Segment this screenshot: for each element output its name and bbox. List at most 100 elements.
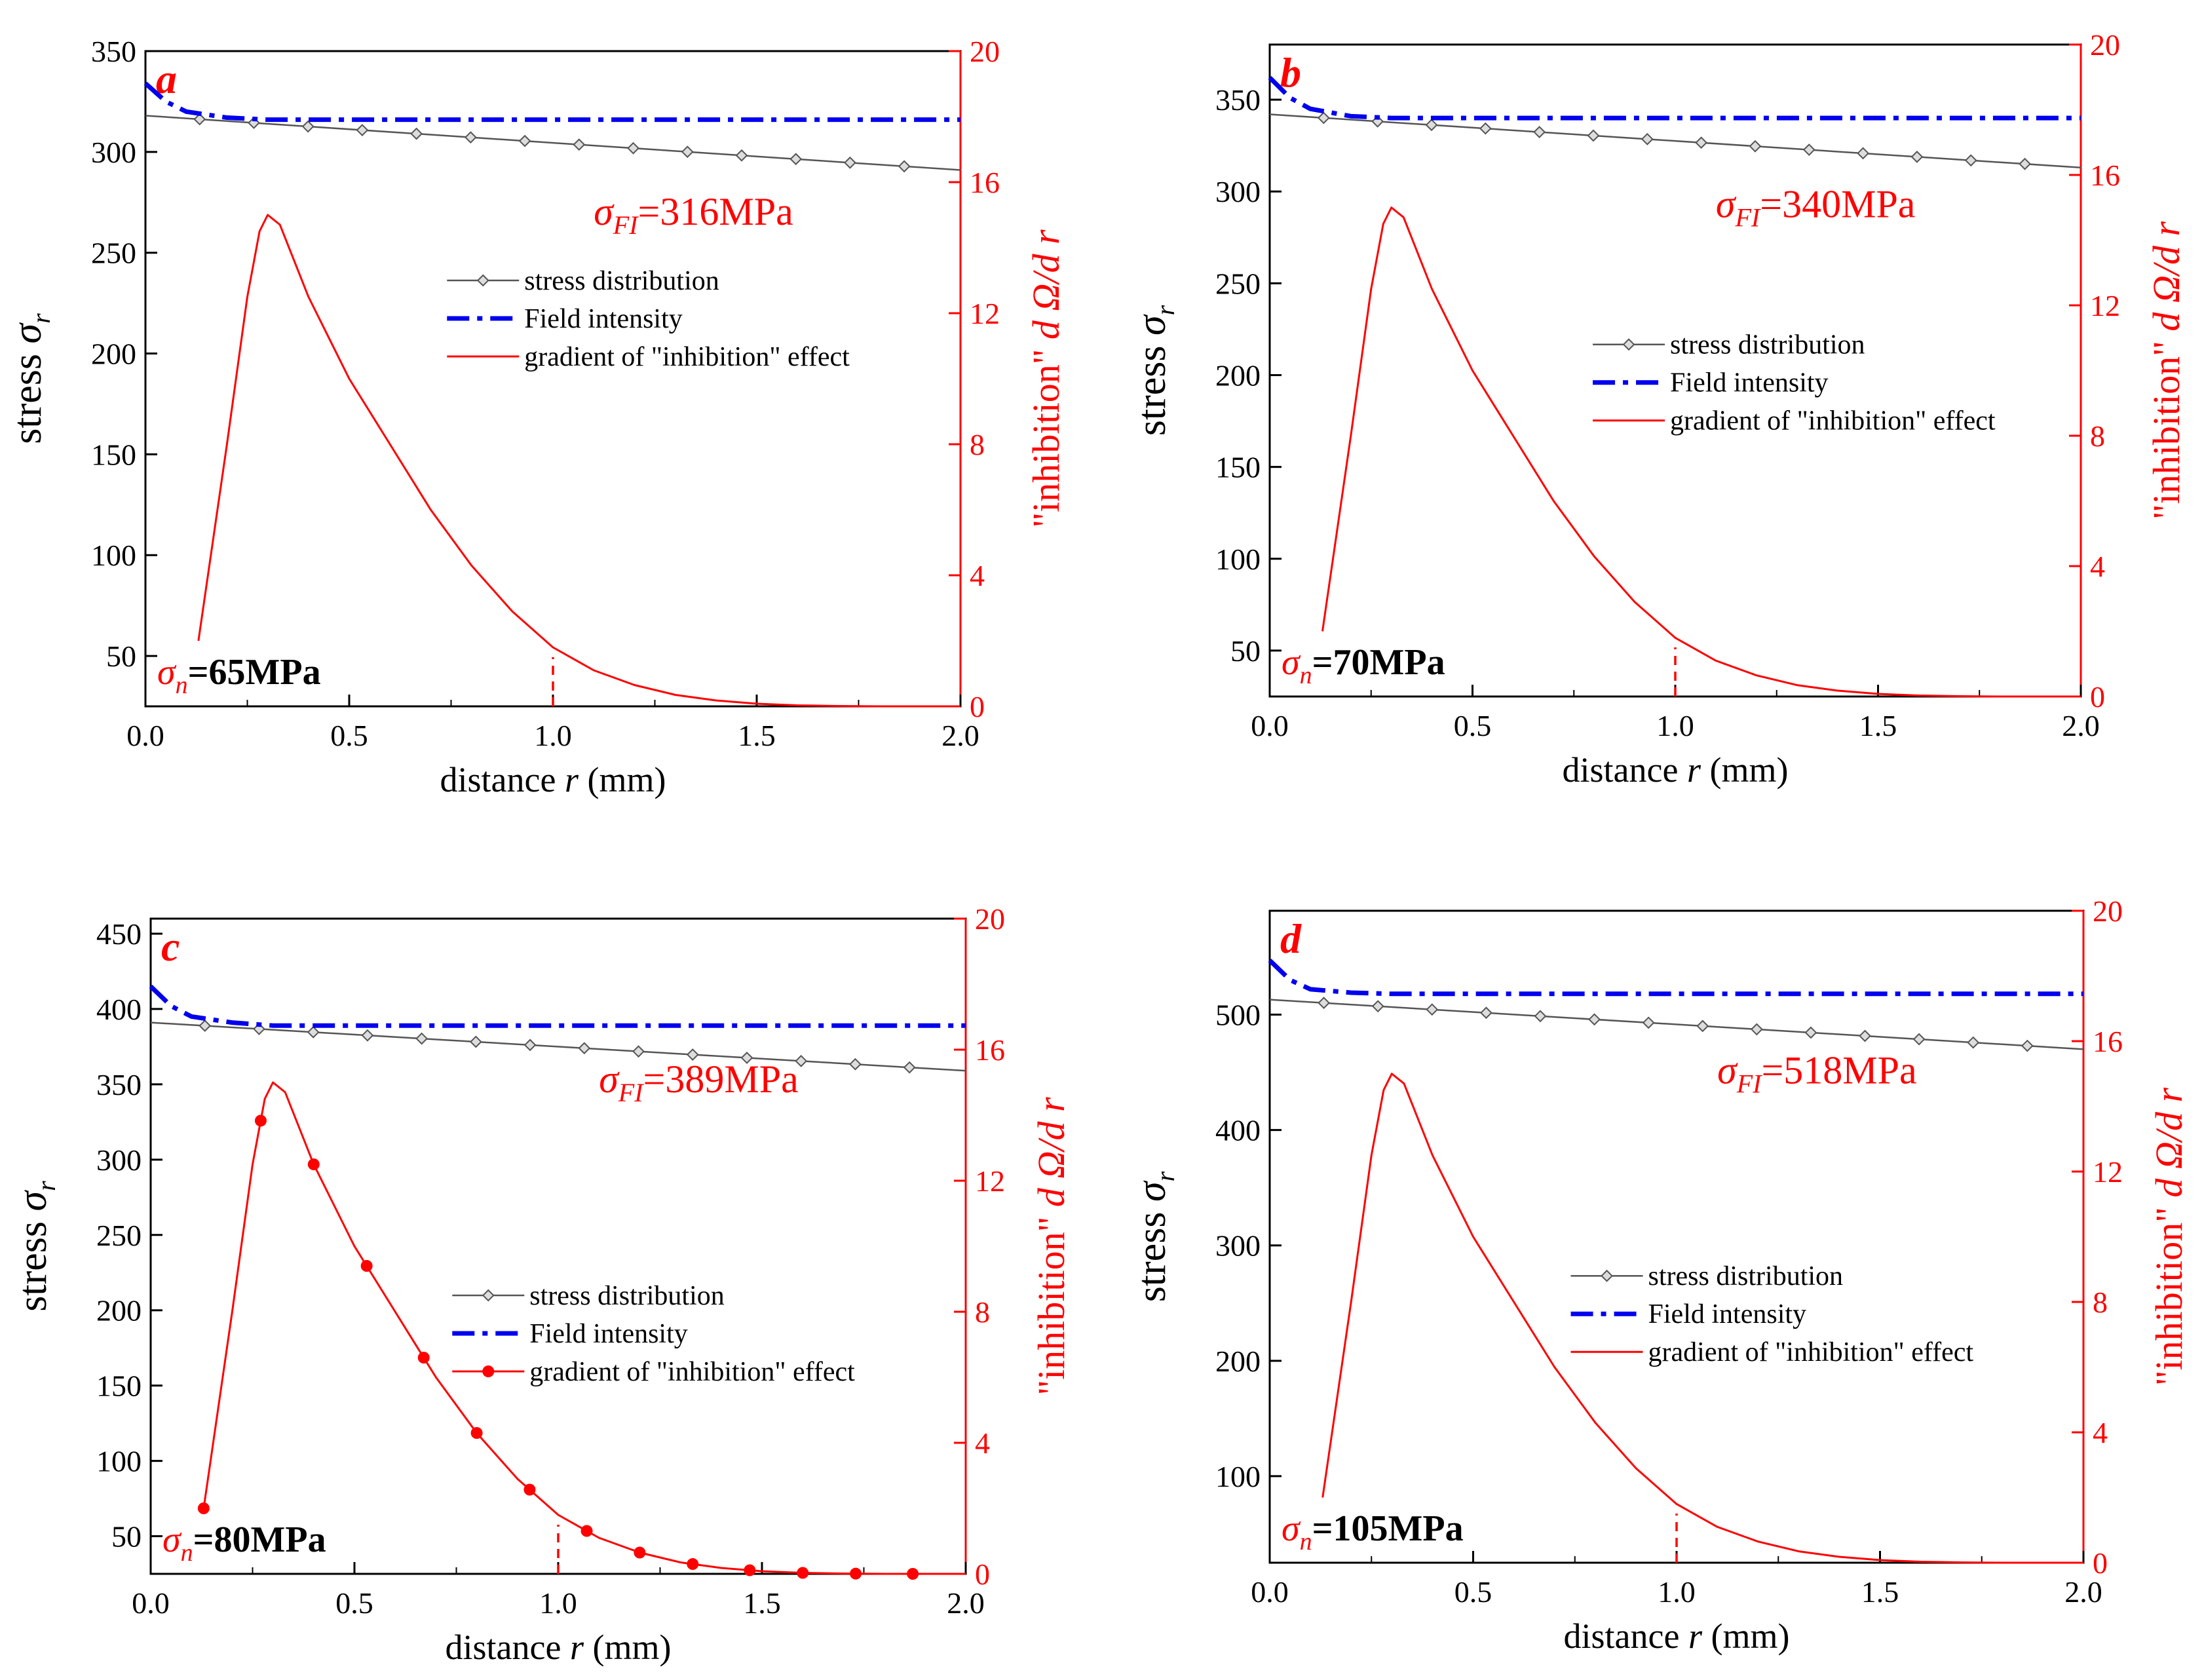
annotation-subscript: FI xyxy=(613,210,639,240)
legend-label: gradient of "inhibition" effect xyxy=(529,1357,855,1387)
stress-marker xyxy=(1967,1036,1980,1049)
stress-marker xyxy=(627,142,639,155)
stress-marker xyxy=(1964,154,1977,167)
panel-label: b xyxy=(1280,49,1301,96)
normal-stress-annotation: σn=105MPa xyxy=(1282,1508,1464,1556)
stress-marker xyxy=(1857,147,1870,160)
field-intensity-annotation: σFI=340MPa xyxy=(1716,183,1916,233)
stress-marker xyxy=(301,120,314,133)
y-left-tick-label: 300 xyxy=(91,136,136,169)
y-left-tick-label: 200 xyxy=(1215,1345,1261,1378)
stress-marker xyxy=(1587,129,1600,142)
x-axis-label-variable: r xyxy=(565,760,579,799)
stress-marker xyxy=(1425,119,1438,132)
y-left-tick-label: 400 xyxy=(96,993,142,1026)
annotation-value: =80MPa xyxy=(193,1519,326,1560)
legend-label: Field intensity xyxy=(1670,368,1829,398)
annotation-value: =70MPa xyxy=(1312,642,1445,683)
inhibition-marker xyxy=(850,1567,862,1580)
x-axis-label: distance r (mm) xyxy=(440,760,666,799)
stress-marker xyxy=(1804,1026,1817,1039)
stress-marker xyxy=(1317,111,1330,124)
inhibition-marker xyxy=(523,1483,536,1496)
inhibition-marker xyxy=(687,1558,699,1571)
y-right-tick-label: 12 xyxy=(970,297,1000,330)
stress-marker xyxy=(1479,122,1492,135)
field-intensity-line xyxy=(143,81,960,123)
stress-marker xyxy=(1695,136,1708,149)
legend-label: gradient of "inhibition" effect xyxy=(1670,406,1996,436)
y-left-label-symbol: σ xyxy=(1130,314,1174,335)
inhibition-marker xyxy=(634,1546,646,1559)
annotation-symbol: σ xyxy=(1282,1508,1301,1549)
annotation-subscript: n xyxy=(1300,1528,1312,1556)
stress-distribution-line xyxy=(150,1021,966,1072)
inhibition-gradient-line xyxy=(1321,206,2081,698)
stress-marker xyxy=(1641,132,1654,145)
x-axis-label-variable: r xyxy=(570,1628,584,1667)
annotation-symbol: σ xyxy=(594,190,615,233)
stress-marker xyxy=(632,1045,645,1058)
x-tick-label: 0.5 xyxy=(335,1586,373,1620)
field-intensity-line xyxy=(149,984,966,1028)
annotation-symbol: σ xyxy=(599,1058,620,1101)
y-left-tick-label: 250 xyxy=(91,237,136,270)
x-tick-label: 1.5 xyxy=(1859,709,1897,742)
stress-marker xyxy=(1749,140,1762,153)
y-right-label-variable: d Ω/d r xyxy=(2148,1088,2190,1198)
y-left-tick-label: 350 xyxy=(91,35,136,68)
annotation-symbol: σ xyxy=(162,1519,182,1560)
stress-marker xyxy=(789,153,803,166)
y-right-label-variable: d Ω/d r xyxy=(1025,229,1067,339)
legend-label: Field intensity xyxy=(1648,1299,1807,1329)
stress-marker xyxy=(1802,143,1815,156)
y-left-axis-label: stress σr xyxy=(5,313,56,444)
y-left-label-text: stress xyxy=(1130,335,1174,436)
y-right-tick-label: 16 xyxy=(970,166,1000,199)
x-tick-label: 2.0 xyxy=(2062,709,2100,742)
inhibition-gradient-line xyxy=(197,214,960,708)
stress-marker xyxy=(2019,157,2031,170)
y-left-tick-label: 300 xyxy=(1215,1229,1261,1263)
y-right-tick-label: 20 xyxy=(2093,894,2123,928)
x-axis-label: distance r (mm) xyxy=(446,1628,672,1667)
y-right-tick-label: 12 xyxy=(2093,1155,2123,1189)
y-left-tick-label: 150 xyxy=(1215,451,1261,484)
y-left-tick-label: 250 xyxy=(96,1219,142,1252)
x-axis-label-variable: r xyxy=(1687,750,1701,790)
panel-b: 0.0 0.5 1.0 1.5 2.0 50 100 150 200 250 300 350 0 4 8 12… xyxy=(1130,28,2188,790)
annotation-subscript: n xyxy=(176,672,188,699)
y-right-label-text: "inhibition" xyxy=(2148,1198,2190,1386)
inhibition-marker xyxy=(417,1352,430,1364)
annotation-value: =105MPa xyxy=(1312,1508,1464,1549)
y-left-tick-label: 150 xyxy=(96,1369,142,1403)
annotation-value: =65MPa xyxy=(188,652,321,693)
y-left-tick-label: 150 xyxy=(91,438,136,471)
stress-marker xyxy=(1371,1000,1384,1013)
annotation-subscript: FI xyxy=(1734,203,1760,233)
annotation-symbol: σ xyxy=(157,652,177,693)
y-left-tick-label: 200 xyxy=(91,337,136,371)
stress-marker xyxy=(1426,1003,1439,1016)
legend-label: stress distribution xyxy=(524,266,719,296)
legend-label: gradient of "inhibition" effect xyxy=(1648,1337,1974,1367)
y-right-tick-label: 16 xyxy=(2093,1025,2123,1058)
stress-marker xyxy=(578,1042,591,1055)
stress-marker xyxy=(469,1035,482,1048)
x-tick-label: 1.5 xyxy=(1861,1575,1899,1609)
field-intensity-line xyxy=(1268,959,2083,997)
annotation-symbol: σ xyxy=(1282,642,1301,683)
panel-d: 0.0 0.5 1.0 1.5 2.0 100 200 300 400 500 0 4 8 12 16 20 d… xyxy=(1130,894,2190,1656)
stress-marker xyxy=(1479,1006,1492,1020)
inhibition-marker xyxy=(197,1502,210,1514)
x-tick-label: 0.0 xyxy=(132,1586,170,1620)
annotation-subscript: n xyxy=(181,1539,193,1567)
y-left-label-subscript: r xyxy=(26,313,56,324)
annotation-value: =316MPa xyxy=(638,190,793,233)
stress-marker xyxy=(1318,997,1331,1010)
stress-marker xyxy=(1642,1016,1655,1029)
y-right-tick-label: 4 xyxy=(2093,1416,2108,1449)
y-right-axis-label: "inhibition" d Ω/d r xyxy=(2148,1088,2190,1386)
y-left-tick-label: 350 xyxy=(1215,83,1261,117)
stress-marker xyxy=(1533,126,1546,138)
